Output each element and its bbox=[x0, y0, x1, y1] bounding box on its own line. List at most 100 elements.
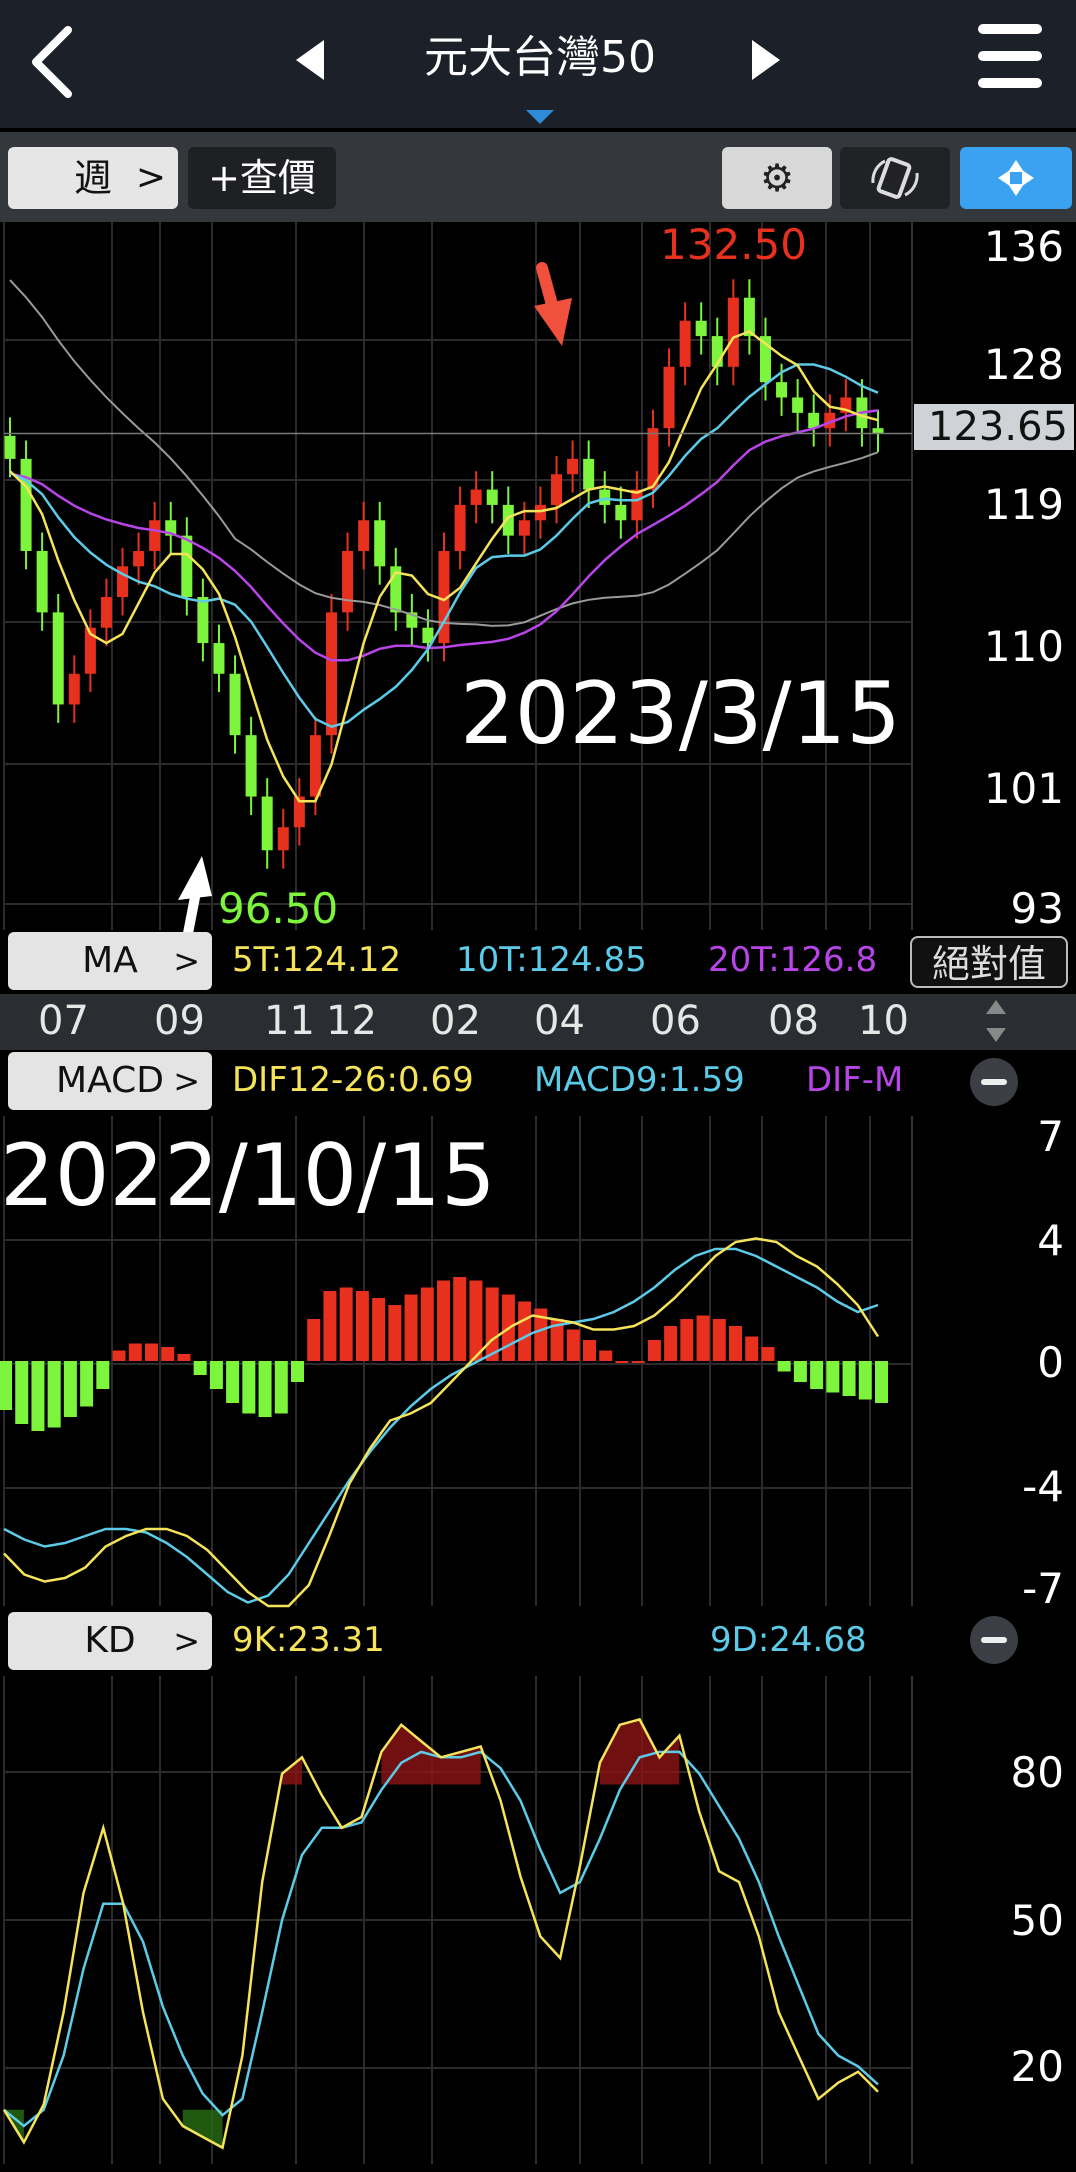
macd-osc-bar bbox=[793, 1361, 807, 1382]
candle-body bbox=[133, 550, 145, 567]
candle-body bbox=[342, 550, 354, 613]
app-header bbox=[0, 0, 1076, 128]
candle-body bbox=[615, 504, 627, 521]
rotate-button[interactable] bbox=[840, 147, 950, 209]
kd-chart bbox=[2, 1717, 879, 2150]
macd-osc-bar bbox=[437, 1280, 450, 1361]
macd-osc-bar bbox=[96, 1361, 110, 1389]
macd-osc-bar bbox=[680, 1319, 694, 1361]
period-label: 週 bbox=[73, 156, 112, 200]
collapse-macd-button[interactable] bbox=[970, 1058, 1018, 1106]
candle-body bbox=[534, 504, 546, 521]
ma10-value: 10T:124.85 bbox=[456, 940, 647, 980]
settings-button[interactable]: ⚙ bbox=[722, 147, 832, 209]
price-ytick-93: 93 bbox=[1010, 884, 1064, 933]
macd-osc-bar bbox=[15, 1361, 29, 1424]
candle-body bbox=[727, 297, 739, 367]
collapse-kd-button[interactable] bbox=[970, 1616, 1018, 1664]
candle-body bbox=[438, 550, 450, 644]
macd-osc-bar bbox=[664, 1326, 678, 1361]
candle-body bbox=[599, 489, 611, 505]
macd-osc-bar bbox=[745, 1336, 759, 1361]
macd-osc-bar bbox=[420, 1287, 434, 1361]
candle-body bbox=[117, 566, 129, 598]
candle-body bbox=[309, 735, 321, 797]
fullscreen-button[interactable] bbox=[960, 147, 1072, 209]
macd-osc-bar bbox=[599, 1350, 613, 1361]
candle-body bbox=[4, 435, 16, 459]
ma-button[interactable]: MA > bbox=[8, 932, 212, 990]
macd-osc-bar bbox=[112, 1350, 126, 1361]
macd-osc-bar bbox=[63, 1361, 77, 1417]
macd-osc-bar bbox=[615, 1361, 629, 1363]
macd-osc-bar bbox=[0, 1361, 12, 1410]
macd-osc-value: DIF-M bbox=[806, 1060, 904, 1100]
ma10-line bbox=[9, 363, 879, 729]
macd-osc-bar bbox=[177, 1354, 191, 1361]
dropdown-caret-icon[interactable] bbox=[526, 110, 554, 124]
candle-body bbox=[470, 489, 482, 505]
menu-icon[interactable] bbox=[978, 24, 1042, 94]
candle-body bbox=[277, 827, 289, 851]
rotate-screen-icon bbox=[871, 157, 919, 199]
minus-icon bbox=[981, 1637, 1007, 1643]
candle-body bbox=[647, 428, 659, 490]
macd-osc-bar bbox=[518, 1301, 532, 1361]
absolute-value-button[interactable]: 絕對值 bbox=[910, 936, 1068, 988]
xtick-12: 12 bbox=[326, 998, 377, 1044]
macd-chart bbox=[0, 1237, 888, 1608]
chevron-right-icon: > bbox=[173, 1622, 200, 1660]
macd-osc-bar bbox=[388, 1305, 402, 1361]
macd-osc-bar bbox=[810, 1361, 824, 1389]
ma20-line bbox=[9, 409, 879, 662]
macd-osc-bar bbox=[826, 1361, 840, 1393]
kd-button[interactable]: KD > bbox=[8, 1612, 212, 1670]
oversold-zone bbox=[182, 2109, 223, 2148]
chevron-right-icon: > bbox=[135, 157, 166, 198]
macd-osc-bar bbox=[323, 1291, 337, 1361]
candle-body bbox=[374, 520, 386, 567]
macd-button[interactable]: MACD > bbox=[8, 1052, 212, 1110]
ma5-value: 5T:124.12 bbox=[232, 940, 402, 980]
overbought-zone bbox=[599, 1719, 680, 1785]
xtick-02: 02 bbox=[430, 998, 481, 1044]
gear-icon: ⚙ bbox=[759, 156, 795, 200]
candle-body bbox=[100, 597, 112, 628]
candle-body bbox=[213, 643, 225, 674]
macd-osc-bar bbox=[404, 1294, 418, 1361]
candle-body bbox=[792, 397, 804, 413]
prev-stock-icon[interactable] bbox=[292, 36, 328, 84]
ma-button-label: MA bbox=[82, 940, 138, 981]
price-ytick-128: 128 bbox=[983, 340, 1064, 389]
price-chart bbox=[4, 279, 912, 869]
quote-button[interactable]: +查價 bbox=[188, 147, 336, 209]
x-axis-bar bbox=[0, 994, 1076, 1050]
back-arrow-icon[interactable] bbox=[24, 22, 84, 102]
kd-k-line bbox=[2, 1717, 879, 2150]
candle-body bbox=[679, 320, 691, 367]
kd-ytick-80: 80 bbox=[1010, 1748, 1064, 1797]
price-ytick-119: 119 bbox=[983, 480, 1064, 529]
macd-ytick-0: 0 bbox=[1037, 1338, 1064, 1387]
macd-osc-bar bbox=[534, 1308, 548, 1361]
macd-osc-bar bbox=[453, 1277, 467, 1361]
candle-body bbox=[759, 336, 771, 383]
annotation-date-2023: 2023/3/15 bbox=[460, 664, 901, 764]
xtick-08: 08 bbox=[768, 998, 819, 1044]
xtick-04: 04 bbox=[534, 998, 585, 1044]
xtick-11: 11 bbox=[264, 998, 315, 1044]
macd-osc-bar bbox=[485, 1287, 499, 1361]
macd-dif-value: DIF12-26:0.69 bbox=[232, 1060, 474, 1100]
candle-body bbox=[840, 397, 852, 413]
period-select-button[interactable]: 週 > bbox=[8, 147, 178, 209]
xtick-06: 06 bbox=[650, 998, 701, 1044]
candle-body bbox=[695, 320, 707, 337]
macd-osc-bar bbox=[47, 1361, 61, 1428]
next-stock-icon[interactable] bbox=[748, 36, 784, 84]
panel-resize-icon[interactable] bbox=[982, 996, 1010, 1046]
macd-ytick-7: 7 bbox=[1037, 1112, 1064, 1161]
high-price-label: 132.50 bbox=[660, 220, 807, 269]
kd-ytick-50: 50 bbox=[1010, 1896, 1064, 1945]
kd-ytick-20: 20 bbox=[1010, 2042, 1064, 2091]
